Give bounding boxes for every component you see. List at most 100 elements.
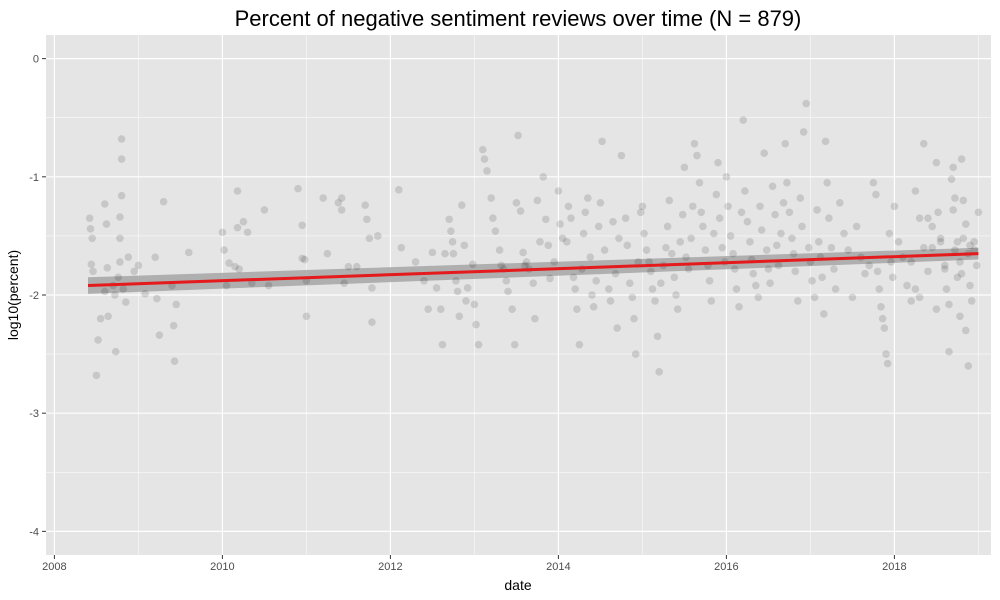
grid-major bbox=[46, 35, 991, 555]
trend-line-layer bbox=[87, 252, 979, 288]
data-point bbox=[808, 277, 816, 285]
x-tick-label: 2014 bbox=[546, 561, 570, 573]
data-point bbox=[732, 285, 741, 293]
data-point bbox=[233, 187, 242, 195]
data-point bbox=[773, 241, 781, 250]
data-point bbox=[623, 241, 632, 250]
data-point bbox=[687, 234, 695, 243]
data-point bbox=[962, 220, 970, 228]
data-point bbox=[452, 277, 460, 285]
data-point bbox=[962, 326, 970, 335]
data-point bbox=[956, 312, 964, 321]
data-point bbox=[947, 175, 956, 183]
data-point bbox=[746, 238, 754, 246]
data-point bbox=[86, 225, 95, 233]
data-point bbox=[662, 243, 670, 252]
data-point bbox=[159, 197, 168, 206]
data-point bbox=[799, 128, 808, 136]
data-point bbox=[628, 293, 637, 302]
data-point bbox=[665, 196, 674, 205]
data-point bbox=[825, 214, 833, 222]
y-tick-label: -3 bbox=[29, 408, 39, 420]
data-point bbox=[489, 214, 497, 222]
data-point bbox=[715, 214, 724, 222]
data-point bbox=[887, 258, 895, 266]
data-point bbox=[447, 227, 455, 235]
data-point bbox=[934, 208, 942, 217]
data-point bbox=[911, 285, 920, 293]
data-point bbox=[294, 184, 302, 193]
data-point bbox=[788, 234, 796, 243]
data-point bbox=[420, 277, 428, 285]
data-point bbox=[630, 314, 638, 323]
data-point bbox=[222, 281, 231, 290]
data-point bbox=[596, 199, 605, 207]
data-point bbox=[724, 202, 732, 211]
data-point bbox=[848, 293, 857, 302]
data-point bbox=[970, 246, 978, 254]
data-point bbox=[170, 357, 179, 365]
data-point bbox=[911, 187, 920, 195]
data-point bbox=[875, 285, 884, 293]
y-tick-label: -1 bbox=[29, 172, 39, 184]
data-point bbox=[714, 158, 722, 167]
data-point bbox=[831, 285, 840, 293]
data-point bbox=[959, 196, 968, 205]
data-point bbox=[613, 324, 621, 332]
data-point bbox=[169, 321, 178, 330]
data-point bbox=[682, 253, 690, 261]
data-point bbox=[114, 273, 123, 282]
x-tick-label: 2008 bbox=[42, 561, 66, 573]
data-point bbox=[448, 238, 457, 246]
data-point bbox=[972, 261, 981, 270]
data-point bbox=[397, 243, 406, 252]
data-point bbox=[575, 340, 584, 349]
data-point bbox=[942, 285, 951, 293]
data-point bbox=[495, 246, 504, 254]
data-point bbox=[810, 293, 819, 302]
data-point bbox=[455, 312, 464, 321]
data-point bbox=[558, 234, 567, 243]
data-point bbox=[605, 285, 613, 293]
data-point bbox=[655, 368, 663, 376]
data-point bbox=[522, 258, 531, 266]
data-point bbox=[458, 201, 466, 209]
data-point bbox=[609, 217, 617, 226]
data-point bbox=[579, 229, 588, 238]
data-point bbox=[754, 293, 763, 302]
data-point bbox=[487, 194, 496, 202]
data-point bbox=[768, 182, 777, 191]
data-point bbox=[302, 312, 311, 321]
data-point bbox=[365, 234, 374, 243]
data-point bbox=[852, 222, 861, 231]
data-point bbox=[102, 220, 111, 228]
data-point bbox=[428, 248, 437, 257]
data-point bbox=[231, 262, 239, 271]
data-point bbox=[514, 131, 522, 140]
data-point bbox=[615, 234, 623, 243]
data-point bbox=[519, 248, 527, 257]
data-point bbox=[844, 246, 852, 254]
data-point bbox=[172, 300, 180, 309]
data-point bbox=[550, 258, 558, 266]
data-point bbox=[567, 214, 575, 222]
data-point bbox=[877, 303, 885, 311]
data-point bbox=[151, 253, 159, 261]
data-point bbox=[781, 139, 789, 148]
data-point bbox=[94, 336, 102, 344]
data-point bbox=[529, 279, 537, 287]
data-point bbox=[353, 262, 361, 271]
data-point bbox=[888, 273, 897, 282]
data-point bbox=[657, 279, 665, 287]
data-point bbox=[756, 202, 764, 211]
data-point bbox=[726, 232, 735, 240]
data-point bbox=[804, 243, 813, 252]
data-point bbox=[606, 297, 615, 305]
data-point bbox=[865, 261, 873, 270]
data-point bbox=[936, 234, 945, 243]
data-point bbox=[589, 303, 598, 311]
data-point bbox=[766, 279, 774, 287]
points-layer bbox=[85, 99, 983, 380]
data-point bbox=[235, 265, 243, 273]
